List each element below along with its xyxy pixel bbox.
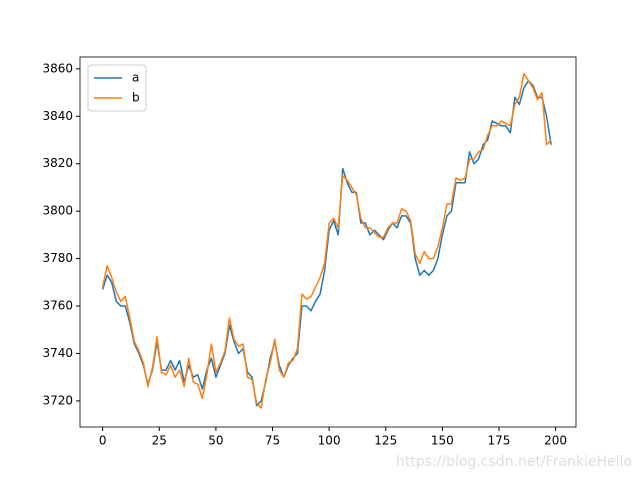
legend: ab <box>87 64 147 112</box>
x-tick-label: 75 <box>265 434 280 448</box>
x-tick-label: 100 <box>318 434 341 448</box>
line-series <box>101 79 552 407</box>
y-tick-label: 3800 <box>42 204 73 218</box>
x-tick-label: 200 <box>544 434 567 448</box>
y-tick-label: 3840 <box>42 109 73 123</box>
x-tick-label: 50 <box>208 434 223 448</box>
x-tick-label: 25 <box>152 434 167 448</box>
x-tick-label: 150 <box>431 434 454 448</box>
x-tick-label: 0 <box>99 434 107 448</box>
line-series <box>101 72 552 409</box>
y-tick-label: 3820 <box>42 156 73 170</box>
x-tick-label: 175 <box>488 434 511 448</box>
x-tick-label: 125 <box>374 434 397 448</box>
y-tick-label: 3860 <box>42 61 73 75</box>
y-tick-label: 3740 <box>42 346 73 360</box>
watermark: https://blog.csdn.net/FrankieHello <box>396 454 632 470</box>
legend-box <box>87 64 147 112</box>
plot-frame <box>79 56 577 428</box>
legend-label: a <box>132 71 139 85</box>
legend-label: b <box>132 91 140 105</box>
y-tick-label: 3780 <box>42 251 73 265</box>
y-tick-label: 3720 <box>42 393 73 407</box>
y-tick-label: 3760 <box>42 299 73 313</box>
